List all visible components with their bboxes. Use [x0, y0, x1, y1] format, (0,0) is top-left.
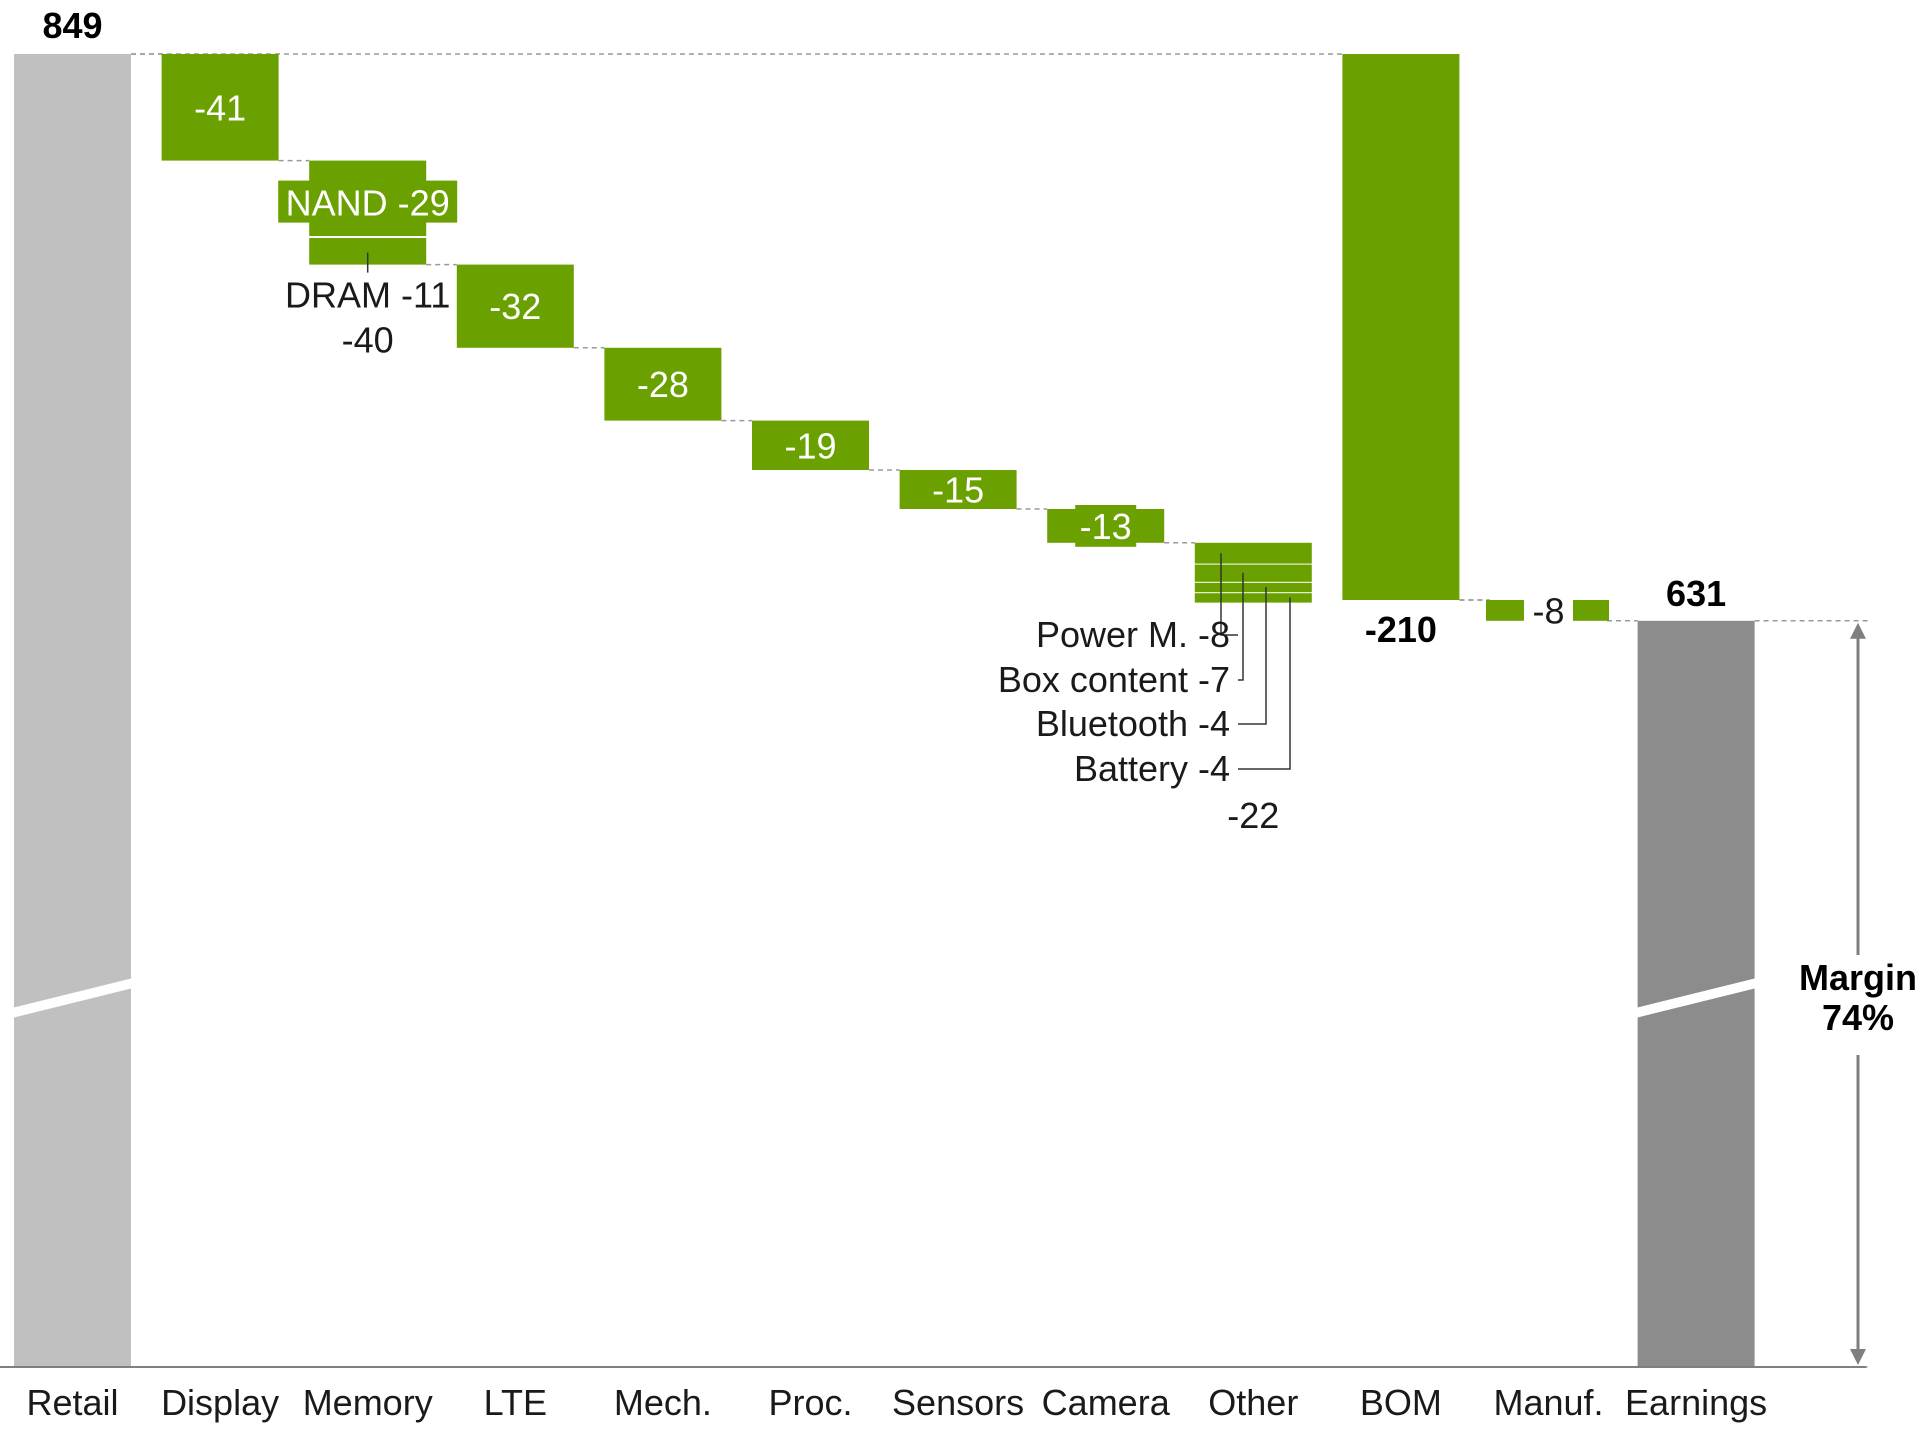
- margin-title: Margin: [1799, 957, 1917, 998]
- value-label-bluetooth: Bluetooth -4: [1036, 703, 1230, 744]
- value-label-nand: NAND -29: [286, 183, 450, 224]
- category-label-mech: Mech.: [614, 1382, 712, 1423]
- axis-break-retail: [12, 978, 133, 1018]
- leader-line-box-content: [1238, 572, 1244, 681]
- axis-break-earnings: [1635, 978, 1757, 1018]
- bars: [12, 54, 1757, 1367]
- value-label-camera: -13: [1080, 506, 1132, 547]
- bar-other-power-m: [1194, 542, 1312, 564]
- leader-line-battery: [1238, 597, 1291, 770]
- category-label-proc: Proc.: [768, 1382, 852, 1423]
- bar-other-bluetooth: [1194, 582, 1312, 593]
- bar-memory-nand-label-strip: [278, 180, 458, 223]
- bar-bom: [1342, 54, 1460, 600]
- category-label-manuf: Manuf.: [1493, 1382, 1603, 1423]
- value-label-earnings: 631: [1666, 573, 1726, 614]
- bar-sensors: [899, 470, 1017, 509]
- leader-lines: [366, 252, 1918, 1365]
- leader-line-bluetooth: [1238, 587, 1267, 725]
- category-label-camera: Camera: [1042, 1382, 1171, 1423]
- category-label-lte: LTE: [484, 1382, 547, 1423]
- bar-camera-inner: [1075, 505, 1137, 547]
- value-label-retail: 849: [42, 5, 102, 46]
- category-label-bom: BOM: [1360, 1382, 1442, 1423]
- value-label-battery: Battery -4: [1074, 748, 1230, 789]
- value-label-mech: -28: [637, 364, 689, 405]
- bar-retail: [14, 54, 131, 1367]
- value-label-memory: -40: [342, 320, 394, 361]
- value-label-dram: DRAM -11: [285, 275, 450, 316]
- bar-mech: [604, 347, 722, 421]
- value-label-proc: -19: [784, 425, 836, 466]
- data-labels: 849 -41 NAND -29 DRAM -11-40 -32 -28 -19 -15 -13…: [42, 5, 1917, 1038]
- value-label-lte: -32: [489, 286, 541, 327]
- bar-manuf-left: [1486, 600, 1524, 621]
- value-label-power-m: Power M. -8: [1036, 614, 1230, 655]
- bar-manuf-right: [1573, 600, 1609, 621]
- bar-proc: [752, 420, 869, 470]
- category-label-sensors: Sensors: [892, 1382, 1024, 1423]
- margin-arrow-head-bottom: [1850, 1349, 1866, 1365]
- margin-value: 74%: [1822, 997, 1894, 1038]
- category-label-retail: Retail: [26, 1382, 118, 1423]
- value-label-display: -41: [194, 87, 246, 128]
- category-labels: Retail Display Memory LTE Mech. Proc. Sensors C…: [26, 1382, 1767, 1423]
- bar-lte: [456, 264, 574, 348]
- category-label-display: Display: [161, 1382, 279, 1423]
- category-label-other: Other: [1208, 1382, 1298, 1423]
- bar-other-box-content: [1194, 564, 1312, 582]
- value-label-sensors: -15: [932, 470, 984, 511]
- margin-arrow-head-top: [1850, 622, 1866, 639]
- value-label-manuf: -8: [1532, 590, 1564, 631]
- value-label-bom: -210: [1365, 609, 1437, 650]
- margin-label-background: [1798, 955, 1918, 1055]
- value-label-other: -22: [1227, 795, 1279, 836]
- category-label-earnings: Earnings: [1625, 1382, 1767, 1423]
- value-label-box-content: Box content -7: [998, 659, 1230, 700]
- bar-display: [161, 54, 279, 161]
- category-label-memory: Memory: [303, 1382, 433, 1423]
- leader-line-power-m: [1220, 553, 1238, 636]
- bar-other-battery: [1194, 593, 1312, 603]
